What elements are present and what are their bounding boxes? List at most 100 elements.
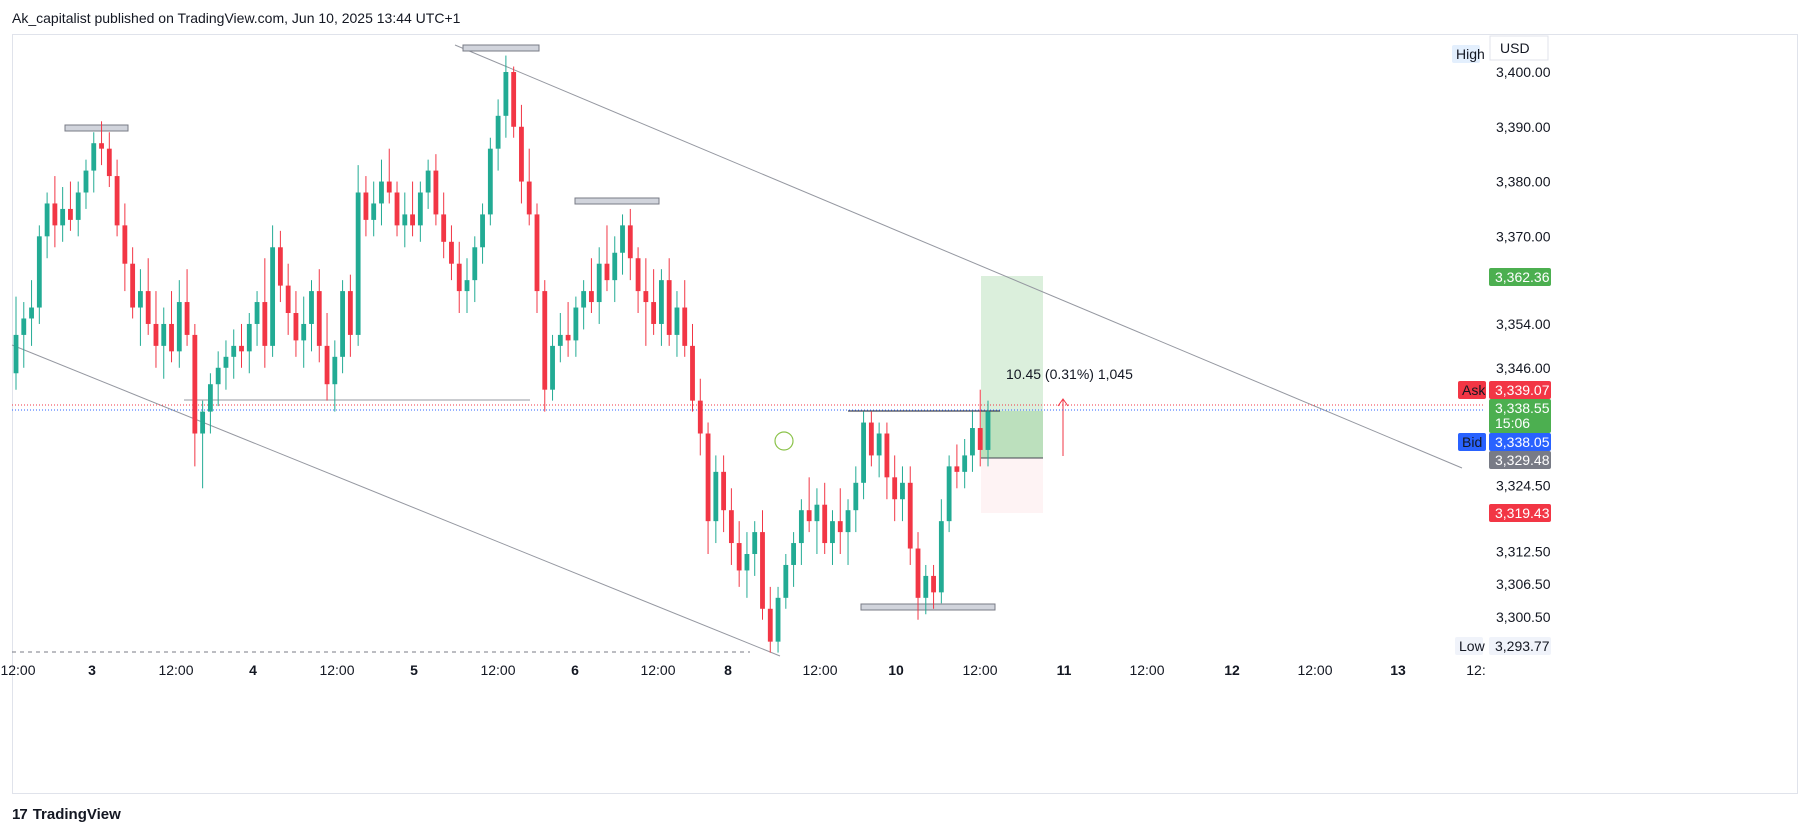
entry-price-badge-text: 3,329.48	[1495, 452, 1550, 468]
candle-body	[394, 192, 400, 226]
candle-body	[487, 148, 493, 215]
candle-body	[752, 532, 758, 555]
candle-body	[557, 334, 563, 346]
candle-body	[480, 214, 485, 248]
candle-body	[760, 532, 765, 609]
currency-box	[1489, 35, 1549, 61]
candle-body	[977, 428, 983, 450]
candle-body	[845, 510, 851, 533]
y-tick-label: 3,300.50	[1496, 609, 1551, 625]
candle-body	[60, 208, 66, 226]
candle-body	[347, 291, 353, 335]
candle-body	[946, 466, 952, 522]
candle-body	[907, 482, 913, 549]
time-axis[interactable]: 12:00 3 12:00 4 12:00 5 12:00 6 12:00 8 12:00 10 12:…	[0, 662, 1485, 678]
bid-tag	[1458, 433, 1486, 451]
y-tick-label: 3,306.50	[1496, 576, 1551, 592]
x-tick-label: 3	[88, 662, 96, 678]
candle-body	[145, 291, 151, 324]
last-price-badge	[1489, 399, 1551, 433]
candle-body	[775, 597, 781, 642]
footer-brand[interactable]: 17 TradingView	[12, 806, 121, 823]
candle-body	[122, 225, 128, 264]
candle-body	[744, 554, 750, 571]
candle-body	[138, 291, 143, 308]
target-price-badge-text: 3,362.36	[1495, 269, 1550, 285]
candle-body	[215, 367, 221, 385]
candle-body	[783, 564, 789, 598]
candle-body	[822, 504, 828, 544]
candle-body	[728, 510, 734, 544]
candle-body	[923, 575, 929, 598]
candlestick-chart[interactable]: 10.45 (0.31%) 1,045 3,400.00 3,390.00 3,38…	[0, 0, 1814, 800]
candle-body	[931, 575, 936, 593]
x-tick-label: 12:00	[158, 662, 193, 678]
y-tick-label: 3,354.00	[1496, 316, 1551, 332]
candle-body	[604, 263, 610, 281]
bid-tag-text: Bid	[1462, 434, 1482, 450]
x-tick-label: 4	[249, 662, 257, 678]
candle-body	[246, 323, 252, 352]
drawing-lines	[11, 44, 1484, 657]
candle-body	[876, 433, 882, 456]
candle-body	[324, 345, 330, 385]
y-tick-label: 3,380.00	[1496, 174, 1551, 190]
x-tick-label: 12	[1224, 662, 1240, 678]
x-tick-label: 12:00	[640, 662, 675, 678]
candle-body	[192, 334, 198, 434]
tradingview-logo-icon: 17	[12, 806, 28, 823]
candle-body	[153, 323, 159, 346]
stop-zone	[981, 458, 1043, 513]
x-tick-label: 12:00	[1129, 662, 1164, 678]
candle-body	[29, 307, 34, 319]
candle-body	[612, 252, 618, 281]
candle-body	[705, 433, 711, 522]
candle-body	[798, 510, 804, 544]
candle-body	[114, 176, 120, 226]
candle-body	[690, 345, 695, 401]
level-marker	[860, 603, 996, 611]
y-tick-label: 3,312.50	[1496, 543, 1551, 559]
candle-body	[355, 192, 361, 335]
x-tick-label: 12:00	[802, 662, 837, 678]
candle-body	[464, 280, 470, 292]
candle-body	[223, 356, 229, 368]
candle-body	[534, 214, 540, 292]
candle-body	[884, 433, 890, 478]
high-tag	[1452, 45, 1480, 63]
candle-body	[837, 521, 843, 533]
candle-body	[511, 72, 517, 127]
candle-body	[892, 477, 898, 500]
price-axis[interactable]: 3,400.00 3,390.00 3,380.00 3,370.00 3,354.00…	[1489, 35, 1551, 625]
candle-body	[402, 214, 408, 226]
candle-body	[285, 285, 291, 314]
candle-body	[674, 307, 680, 335]
candle-body	[736, 543, 742, 571]
candle-body	[449, 241, 454, 264]
candle-body	[697, 400, 703, 434]
candle-body	[441, 214, 447, 242]
ask-price-badge	[1489, 381, 1551, 399]
candle-body	[277, 247, 283, 286]
upper-trendline	[454, 44, 1463, 469]
target-price-badge	[1489, 268, 1551, 286]
lower-trendline	[11, 344, 781, 657]
candle-body	[938, 521, 944, 593]
ask-tag	[1458, 381, 1486, 399]
measure-label: 10.45 (0.31%) 1,045	[1006, 366, 1133, 382]
candle-body	[627, 225, 633, 259]
y-tick-label: 3,400.00	[1496, 64, 1551, 80]
publisher-header: Ak_capitalist published on TradingView.c…	[12, 10, 461, 26]
low-tag-text: Low	[1459, 638, 1486, 654]
chart-frame[interactable]	[12, 34, 1798, 794]
candle-body	[68, 208, 73, 220]
candle-body	[301, 323, 307, 341]
candle-body	[316, 291, 322, 346]
candle-body	[340, 291, 346, 357]
candle-body	[169, 323, 174, 352]
candle-body	[36, 236, 42, 308]
candle-body	[371, 203, 377, 220]
x-tick-label: 11	[1057, 662, 1072, 678]
candle-body	[417, 192, 423, 226]
